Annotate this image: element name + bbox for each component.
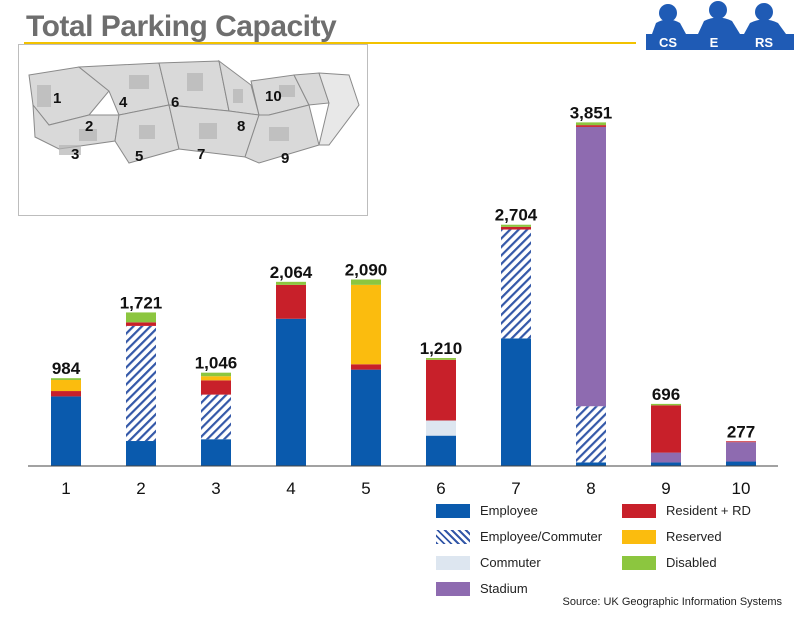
x-tick-label-9: 9 <box>661 479 670 498</box>
bar-segment-stadium-zone-9 <box>651 452 681 463</box>
campus-zone-map: 1 2 3 4 5 6 7 8 9 10 <box>18 44 368 216</box>
map-zone-label-10: 10 <box>265 88 282 105</box>
bar-segment-employee-zone-2 <box>126 441 156 466</box>
total-label-zone-7: 2,704 <box>495 206 538 225</box>
map-zone-label-9: 9 <box>281 150 289 167</box>
bar-segment-resident-zone-6 <box>426 359 456 421</box>
total-label-zone-10: 277 <box>727 422 755 441</box>
bar-segment-employee-zone-7 <box>501 338 531 466</box>
total-label-zone-8: 3,851 <box>570 103 613 122</box>
map-zone-label-7: 7 <box>197 146 205 163</box>
bar-segment-employee-zone-3 <box>201 439 231 466</box>
bar-segment-employee-zone-8 <box>576 462 606 466</box>
bar-segment-reserved-zone-5 <box>351 284 381 365</box>
bar-segment-disabled-zone-2 <box>126 312 156 323</box>
total-label-zone-1: 984 <box>52 359 81 378</box>
x-tick-label-5: 5 <box>361 479 370 498</box>
bar-segment-commuter-zone-6 <box>426 420 456 436</box>
bar-segment-employee-zone-4 <box>276 318 306 466</box>
map-zone-label-6: 6 <box>171 94 179 111</box>
map-zone-label-1: 1 <box>53 90 61 107</box>
x-tick-label-1: 1 <box>61 479 70 498</box>
bar-segment-disabled-zone-4 <box>276 281 306 285</box>
bar-segment-disabled-zone-7 <box>501 224 531 227</box>
bar-segment-employee_commuter-zone-3 <box>201 394 231 440</box>
bar-segment-employee-zone-9 <box>651 462 681 466</box>
title-underline <box>24 42 636 44</box>
bar-segment-employee-zone-5 <box>351 369 381 466</box>
source-note: Source: UK Geographic Information System… <box>562 596 782 608</box>
bar-segment-employee-zone-6 <box>426 435 456 466</box>
bar-segment-disabled-zone-1 <box>51 378 81 380</box>
logo-text-rs: RS <box>755 35 773 50</box>
bar-segment-disabled-zone-9 <box>651 403 681 406</box>
logo-text-cs: CS <box>659 35 677 50</box>
bar-segment-resident-zone-10 <box>726 441 756 443</box>
x-tick-label-3: 3 <box>211 479 220 498</box>
total-label-zone-3: 1,046 <box>195 354 238 373</box>
total-label-zone-9: 696 <box>652 385 680 404</box>
x-tick-label-6: 6 <box>436 479 445 498</box>
bar-segment-disabled-zone-8 <box>576 122 606 126</box>
map-zone-label-8: 8 <box>237 118 245 135</box>
bar-segment-employee-zone-1 <box>51 396 81 466</box>
bar-segment-resident-zone-2 <box>126 322 156 326</box>
bar-segment-resident-zone-5 <box>351 364 381 370</box>
bar-segment-resident-zone-3 <box>201 380 231 395</box>
logo-text-e: E <box>710 35 719 50</box>
bar-segment-resident-zone-7 <box>501 226 531 230</box>
total-label-zone-4: 2,064 <box>270 263 313 282</box>
bar-segment-resident-zone-1 <box>51 391 81 397</box>
bar-segment-resident-zone-9 <box>651 405 681 453</box>
bar-segment-stadium-zone-8 <box>576 126 606 407</box>
bar-segment-reserved-zone-1 <box>51 379 81 392</box>
campus-map-svg: 1 2 3 4 5 6 7 8 9 10 <box>19 45 367 215</box>
total-label-zone-5: 2,090 <box>345 261 388 280</box>
bar-segment-disabled-zone-6 <box>426 358 456 360</box>
bar-segment-employee_commuter-zone-2 <box>126 325 156 442</box>
x-tick-label-10: 10 <box>732 479 751 498</box>
bar-segment-employee_commuter-zone-8 <box>576 406 606 463</box>
map-zone-label-5: 5 <box>135 148 143 165</box>
x-tick-label-2: 2 <box>136 479 145 498</box>
page-title: Total Parking Capacity <box>26 10 337 43</box>
bar-segment-resident-zone-8 <box>576 125 606 127</box>
bar-segment-reserved-zone-3 <box>201 376 231 381</box>
x-tick-label-4: 4 <box>286 479 295 498</box>
total-label-zone-2: 1,721 <box>120 293 163 312</box>
x-tick-label-8: 8 <box>586 479 595 498</box>
map-zone-label-3: 3 <box>71 146 79 163</box>
bar-segment-employee-zone-10 <box>726 461 756 466</box>
cs-e-rs-logo: CS E RS <box>646 1 794 50</box>
map-zone-label-4: 4 <box>119 94 128 111</box>
x-tick-label-7: 7 <box>511 479 520 498</box>
total-label-zone-6: 1,210 <box>420 339 463 358</box>
bar-segment-stadium-zone-10 <box>726 442 756 462</box>
bar-segment-employee_commuter-zone-7 <box>501 229 531 339</box>
map-zone-label-2: 2 <box>85 118 93 135</box>
bar-segment-resident-zone-4 <box>276 284 306 319</box>
bar-segment-disabled-zone-3 <box>201 372 231 377</box>
bar-segment-disabled-zone-5 <box>351 279 381 285</box>
